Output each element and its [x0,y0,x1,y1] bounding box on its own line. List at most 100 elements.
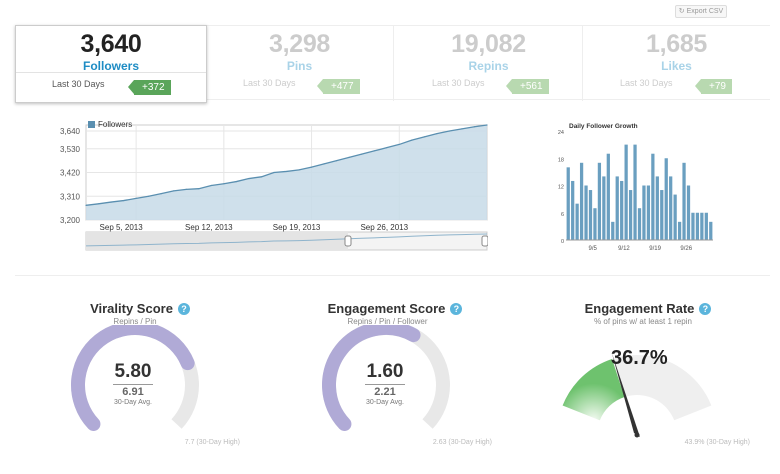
stat-period: Last 30 Days [432,78,485,88]
engagement-score-title-text: Engagement Score [327,301,446,316]
stat-separator [393,26,394,101]
virality-subtitle: Repins / Pin [113,317,157,326]
followers-point [448,130,451,132]
growth-bar [691,212,695,240]
legend-swatch [88,121,95,128]
legend-label: Followers [98,120,132,129]
growth-bar [669,176,673,240]
x-tick-label: Sep 26, 2013 [360,223,408,232]
x-tick-label: 9/12 [618,246,630,252]
gauge-fill [322,325,421,432]
growth-bar [584,185,588,240]
navigator-line [85,233,488,247]
help-icon[interactable]: ? [699,303,712,315]
section-divider [15,275,770,276]
stat-value: 3,640 [80,30,142,58]
growth-bar [642,185,646,240]
engagement-score-subtitle: Repins / Pin / Follower [347,317,428,326]
stat-tab-pins[interactable]: 3,298 Pins Last 30 Days +477 [205,26,394,101]
x-tick-label: 9/26 [680,246,692,252]
growth-bar [620,180,624,240]
followers-point [110,201,112,203]
export-icon: ↻ [678,8,685,15]
followers-point [85,204,87,206]
stat-value: 19,082 [451,30,526,58]
growth-bar [682,162,686,240]
followers-point [235,180,237,183]
followers-point [386,147,388,149]
y-tick-label: 18 [558,157,564,163]
stat-period: Last 30 Days [52,79,105,89]
growth-bar [673,194,677,240]
engagement-score-avg-label: 30-Day Avg. [365,399,404,406]
followers-point [248,177,250,180]
engagement-score-high: 2.63 (30-Day High) [432,439,492,446]
y-tick-label: 3,530 [60,145,81,154]
engagement-rate-value: 36.7% [611,347,668,369]
engagement-score-value: 1.60 [366,361,404,382]
followers-point [323,163,325,165]
export-csv-button[interactable]: ↻ Export CSV [675,5,727,18]
engagement-rate-gauge [562,352,712,438]
stat-tab-repins[interactable]: 19,082 Repins Last 30 Days +561 [394,26,583,101]
virality-title: Virality Score? [40,301,240,316]
navigator-mask [86,232,348,250]
growth-bar [571,180,575,240]
followers-point [361,153,363,155]
growth-bar [624,144,628,240]
growth-bar [611,221,615,240]
growth-bar [660,190,664,240]
growth-bar [606,153,610,240]
y-tick-label: 3,640 [60,127,81,136]
growth-bar [597,162,602,240]
engagement-score-title: Engagement Score? [295,301,495,316]
stat-change-badge: +372 [128,80,171,95]
navigator-handle [344,235,352,247]
x-tick-label: Sep 5, 2013 [100,223,144,232]
stat-period: Last 30 Days [243,78,296,88]
virality-avg-label: 30-Day Avg. [113,399,152,406]
help-icon[interactable]: ? [450,303,463,315]
stat-tab-likes[interactable]: 1,685 Likes Last 30 Days +79 [583,26,770,101]
virality-high: 7.7 (30-Day High) [184,439,240,446]
navigator-handle [481,235,488,247]
export-csv-label: Export CSV [686,8,724,15]
growth-bar [646,185,651,240]
growth-bar [628,190,633,240]
stat-period: Last 30 Days [620,78,673,88]
followers-point [373,150,375,152]
growth-bar [637,208,642,240]
daily-growth-chart: Daily Follower Growth 24 18 12 6 0 9/5 9/12 9/19… [558,123,713,252]
growth-bar [566,167,570,240]
followers-point [223,183,225,185]
growth-bar [677,221,682,240]
followers-point [348,156,350,158]
stat-value: 1,685 [645,30,708,58]
help-icon[interactable]: ? [177,303,190,315]
virality-avg: 6.91 [122,386,144,398]
growth-bar [655,176,659,240]
stat-tab-followers[interactable]: 3,640 Followers Last 30 Days +372 [15,25,207,103]
followers-point [310,166,313,168]
virality-title-text: Virality Score [90,301,173,316]
chart-title: Daily Follower Growth [569,123,638,130]
growth-bar [709,221,713,240]
stat-change-badge: +477 [317,79,360,94]
followers-point [135,197,137,200]
engagement-rate-subtitle: % of pins w/ at least 1 repin [594,317,692,326]
growth-bar [704,212,708,240]
engagement-score-avg: 2.21 [374,386,396,398]
gauge-divider [113,384,153,385]
followers-point [473,126,476,128]
followers-point [436,133,438,135]
growth-bar [615,176,619,240]
gauge-fill [71,325,195,432]
followers-point [285,170,288,173]
stat-label: Repins [468,59,509,73]
followers-point [185,188,187,190]
followers-point [160,193,162,195]
stat-label: Followers [82,59,139,73]
growth-bar [686,185,691,240]
stat-separator [582,26,583,101]
x-tick-label: Sep 12, 2013 [185,223,233,232]
